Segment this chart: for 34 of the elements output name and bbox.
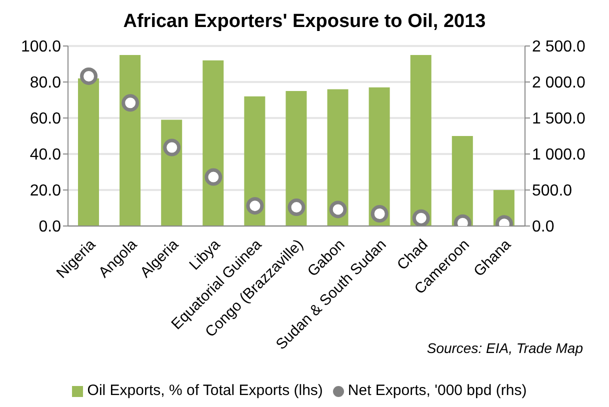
point xyxy=(163,138,181,156)
y-tick-label: 0.0 xyxy=(38,218,62,236)
y2-tick-label: 1 500.0 xyxy=(532,110,586,128)
bar xyxy=(120,55,141,226)
legend-label: Oil Exports, % of Total Exports (lhs) xyxy=(87,382,323,399)
y-tick-label: 100.0 xyxy=(20,38,62,56)
bar xyxy=(286,91,307,226)
bar xyxy=(202,60,224,226)
y2-tick-label: 2 500.0 xyxy=(532,38,586,56)
source-note: Sources: EIA, Trade Map xyxy=(426,340,583,356)
y-tick-label: 60.0 xyxy=(30,110,62,128)
y2-tick-label: 2 000.0 xyxy=(532,74,586,92)
point xyxy=(80,67,98,85)
y2-tick-label: 1 000.0 xyxy=(532,146,586,164)
y-tick-label: 80.0 xyxy=(30,74,62,92)
point xyxy=(246,197,264,215)
bar xyxy=(327,89,348,226)
point xyxy=(288,198,306,216)
bar xyxy=(452,136,473,226)
point xyxy=(370,205,388,223)
y2-tick-label: 500.0 xyxy=(532,182,572,200)
bar xyxy=(410,55,432,226)
point xyxy=(122,94,140,112)
point xyxy=(329,200,347,218)
bar xyxy=(368,87,390,226)
y2-tick-label: 0.0 xyxy=(532,218,554,236)
y-tick-label: 40.0 xyxy=(30,146,62,164)
chart-title: African Exporters' Exposure to Oil, 2013 xyxy=(122,10,487,34)
y-tick-label: 20.0 xyxy=(30,182,62,200)
point xyxy=(204,168,222,186)
bar xyxy=(78,78,99,226)
point xyxy=(412,209,430,226)
bar xyxy=(244,96,266,226)
legend-label: Net Exports, '000 bpd (rhs) xyxy=(348,382,527,399)
